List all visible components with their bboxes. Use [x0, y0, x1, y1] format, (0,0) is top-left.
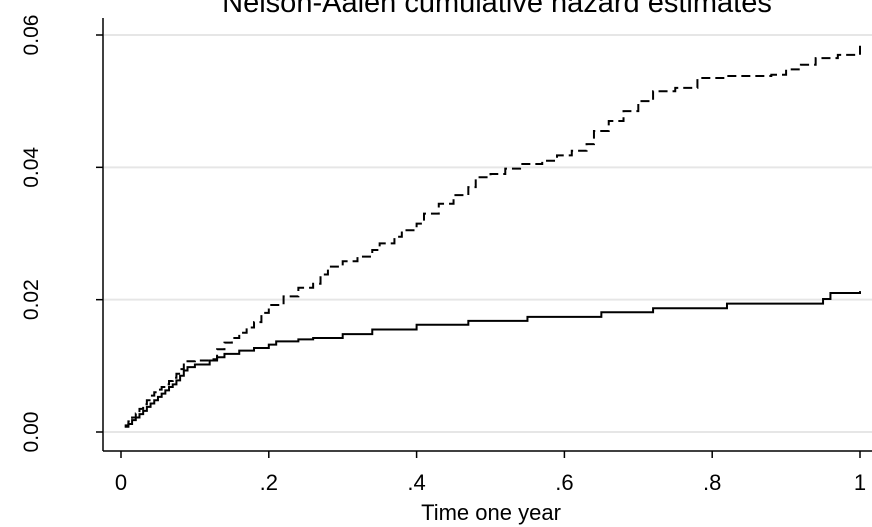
y-tick-label: 0.04 — [20, 147, 43, 188]
x-tick-label: .6 — [555, 470, 573, 495]
x-tick-label: 0 — [115, 470, 127, 495]
y-tick-label: 0.02 — [20, 279, 43, 320]
chart-title: Nelson-Aalen cumulative hazard estimates — [222, 0, 772, 19]
x-tick-label: .4 — [407, 470, 425, 495]
x-axis-label: Time one year — [421, 500, 561, 525]
series-line-dashed — [124, 44, 861, 427]
plot-series — [124, 44, 861, 428]
tick-labels: 0.00 0.02 0.04 0.06 0 .2 .4 .6 .8 1 — [20, 15, 866, 495]
y-tick-label: 0.00 — [20, 412, 43, 453]
series-line-solid — [124, 291, 861, 428]
x-tick-label: .8 — [703, 470, 721, 495]
gridlines — [104, 34, 872, 433]
x-tick-label: 1 — [854, 470, 866, 495]
axes — [96, 18, 872, 458]
y-tick-label: 0.06 — [20, 15, 43, 56]
x-tick-label: .2 — [260, 470, 278, 495]
